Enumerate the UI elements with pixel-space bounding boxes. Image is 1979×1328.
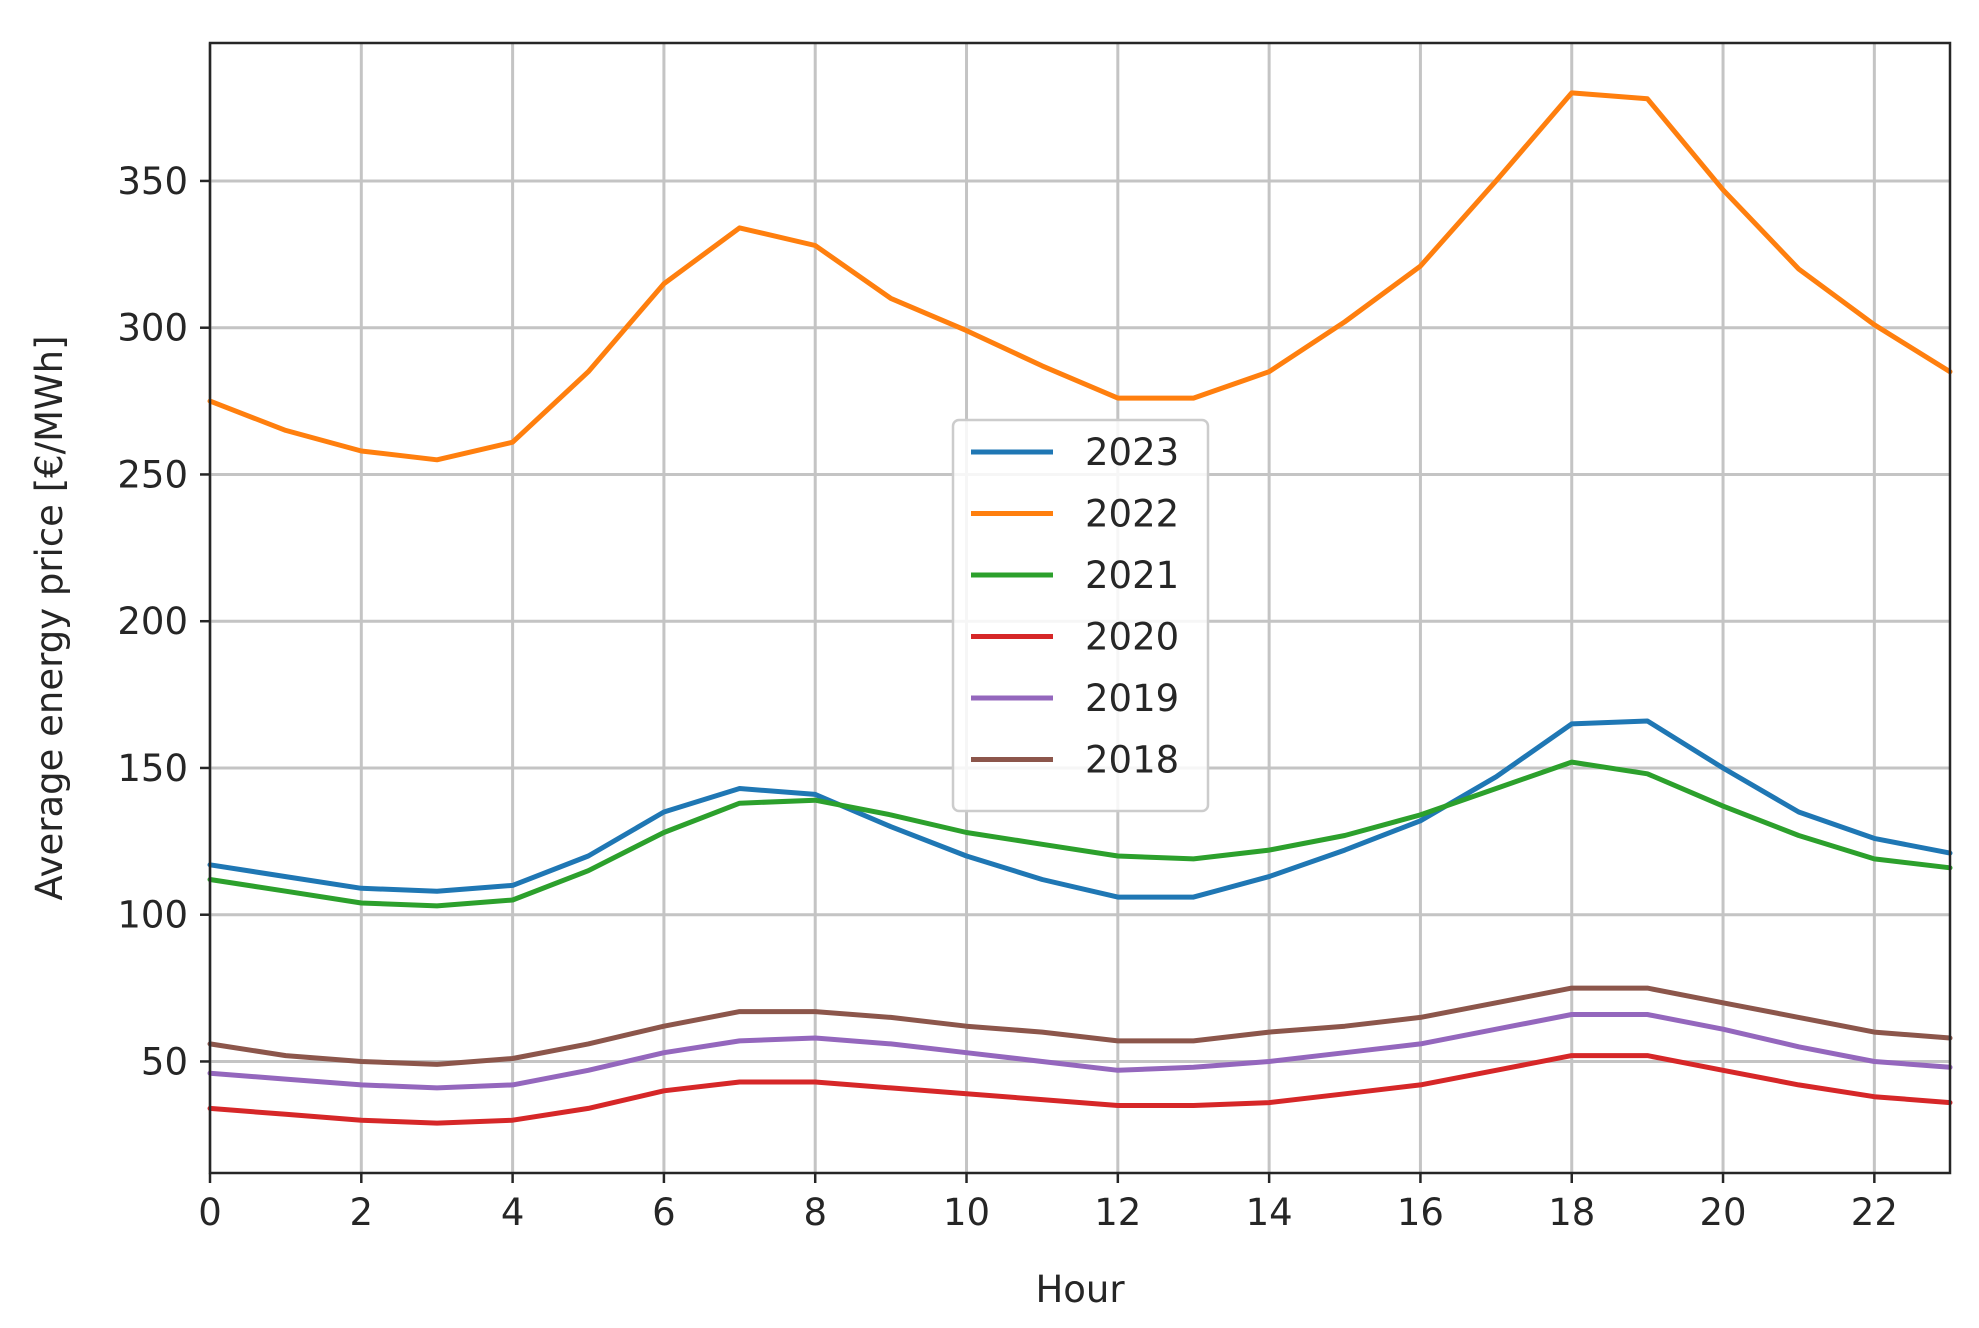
x-tick-label: 0 xyxy=(198,1191,222,1234)
series-line-2021 xyxy=(207,759,1953,909)
legend-label-2021: 2021 xyxy=(1085,554,1179,597)
y-tick-label: 300 xyxy=(117,307,188,350)
x-tick-label: 16 xyxy=(1397,1191,1444,1234)
legend: 2023 2022 2021 2020 2019 2018 xyxy=(951,418,1210,813)
x-tick-label: 20 xyxy=(1699,1191,1746,1234)
x-tick-label: 10 xyxy=(943,1191,990,1234)
x-tick-label: 8 xyxy=(803,1191,827,1234)
series-line-2019 xyxy=(207,1012,1953,1091)
x-tick-label: 18 xyxy=(1548,1191,1595,1234)
series-line-2023 xyxy=(207,718,1953,900)
legend-label-2023: 2023 xyxy=(1085,431,1179,474)
y-tick-label: 150 xyxy=(117,747,188,790)
legend-label-2022: 2022 xyxy=(1085,493,1179,536)
series-line-2018 xyxy=(207,985,1953,1067)
series-line-2022 xyxy=(207,90,1953,463)
y-tick-label: 350 xyxy=(117,160,188,203)
x-tick-label: 14 xyxy=(1246,1191,1293,1234)
x-tick-label: 12 xyxy=(1094,1191,1141,1234)
y-axis-label: Average energy price [€/MWh] xyxy=(28,335,71,900)
legend-box xyxy=(951,418,1210,813)
x-axis-label: Hour xyxy=(1035,1268,1125,1311)
series-line-2020 xyxy=(207,1053,1953,1126)
series-lines xyxy=(207,90,1953,1126)
x-tick-label: 2 xyxy=(350,1191,374,1234)
y-tick-label: 50 xyxy=(141,1040,188,1083)
y-tick-label: 100 xyxy=(117,894,188,937)
legend-label-2018: 2018 xyxy=(1085,739,1179,782)
legend-label-2020: 2020 xyxy=(1085,616,1179,659)
x-tick-label: 4 xyxy=(501,1191,525,1234)
y-tick-label: 200 xyxy=(117,600,188,643)
legend-label-2019: 2019 xyxy=(1085,677,1179,720)
y-tick-label: 250 xyxy=(117,453,188,496)
plot-frame xyxy=(208,41,1952,1175)
x-tick-label: 6 xyxy=(652,1191,676,1234)
x-tick-label: 22 xyxy=(1851,1191,1898,1234)
